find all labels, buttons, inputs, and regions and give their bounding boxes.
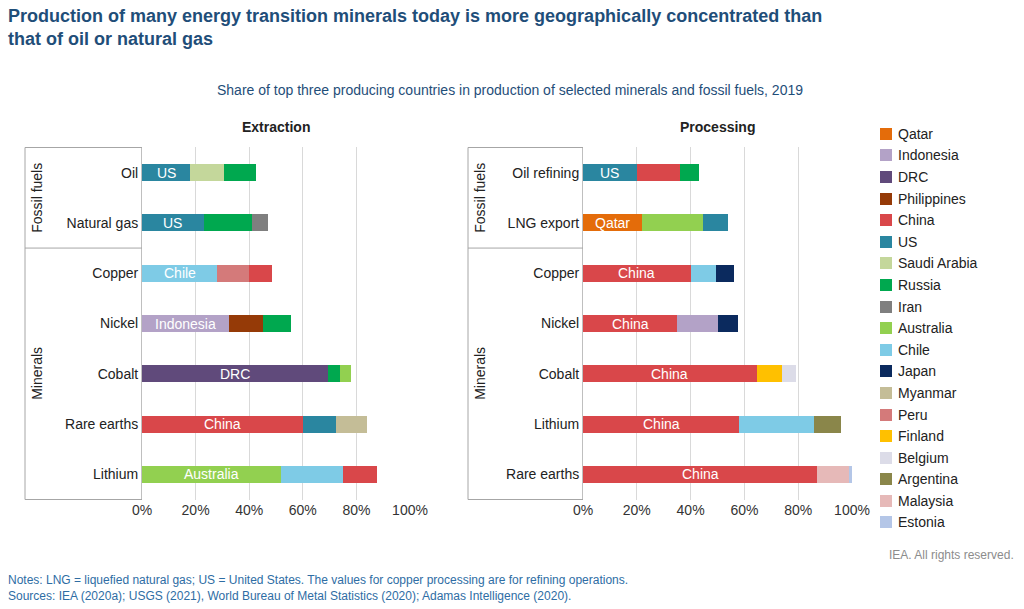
svg-text:Minerals: Minerals (29, 347, 45, 400)
svg-text:Extraction: Extraction (242, 119, 310, 135)
svg-text:40%: 40% (677, 502, 705, 518)
svg-text:Copper: Copper (533, 265, 579, 281)
svg-text:Minerals: Minerals (472, 347, 488, 400)
svg-text:Oil: Oil (121, 165, 138, 181)
svg-text:100%: 100% (834, 502, 870, 518)
svg-text:100%: 100% (392, 502, 428, 518)
svg-text:LNG export: LNG export (508, 215, 580, 231)
svg-text:60%: 60% (730, 502, 758, 518)
svg-text:80%: 80% (342, 502, 370, 518)
svg-text:China: China (618, 265, 655, 281)
svg-text:Rare earths: Rare earths (506, 466, 579, 482)
svg-text:Australia: Australia (184, 466, 239, 482)
svg-text:Processing: Processing (680, 119, 755, 135)
svg-text:Chile: Chile (164, 265, 196, 281)
svg-text:Cobalt: Cobalt (98, 366, 139, 382)
svg-text:Nickel: Nickel (100, 315, 138, 331)
svg-text:Oil refining: Oil refining (512, 165, 579, 181)
svg-text:Lithium: Lithium (93, 466, 138, 482)
svg-text:60%: 60% (289, 502, 317, 518)
svg-text:China: China (612, 316, 649, 332)
svg-text:20%: 20% (623, 502, 651, 518)
svg-text:Lithium: Lithium (534, 416, 579, 432)
svg-text:80%: 80% (784, 502, 812, 518)
svg-text:20%: 20% (182, 502, 210, 518)
svg-text:0%: 0% (573, 502, 593, 518)
svg-text:Cobalt: Cobalt (539, 366, 580, 382)
svg-text:Copper: Copper (92, 265, 138, 281)
svg-text:China: China (682, 466, 719, 482)
svg-text:IEA. All rights reserved.: IEA. All rights reserved. (889, 548, 1014, 562)
svg-text:Fossil fuels: Fossil fuels (29, 163, 45, 233)
svg-text:China: China (651, 366, 688, 382)
svg-text:Rare earths: Rare earths (65, 416, 138, 432)
svg-text:US: US (600, 165, 619, 181)
svg-text:40%: 40% (235, 502, 263, 518)
svg-text:Production of many energy tran: Production of many energy transition min… (8, 6, 822, 49)
svg-text:China: China (204, 416, 241, 432)
svg-text:China: China (643, 416, 680, 432)
svg-text:US: US (163, 215, 182, 231)
svg-text:Nickel: Nickel (541, 315, 579, 331)
svg-text:Fossil fuels: Fossil fuels (472, 163, 488, 233)
svg-text:Qatar: Qatar (595, 215, 630, 231)
svg-text:0%: 0% (132, 502, 152, 518)
svg-text:US: US (157, 165, 176, 181)
svg-text:Indonesia: Indonesia (155, 316, 216, 332)
svg-text:Natural gas: Natural gas (67, 215, 139, 231)
svg-text:Share of top three producing c: Share of top three producing countries i… (217, 82, 803, 98)
svg-text:Notes: LNG = liquefied natural: Notes: LNG = liquefied natural gas; US =… (8, 573, 628, 603)
svg-text:DRC: DRC (220, 366, 250, 382)
